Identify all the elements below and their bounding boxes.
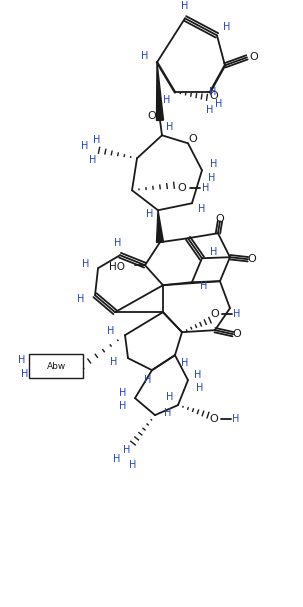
Text: H: H — [206, 105, 214, 115]
Text: H: H — [194, 370, 202, 380]
Text: H: H — [166, 122, 174, 132]
Text: H: H — [164, 408, 172, 418]
Text: O: O — [215, 214, 224, 224]
Text: H: H — [93, 135, 101, 145]
Text: H: H — [232, 414, 240, 424]
Text: H: H — [181, 1, 189, 12]
Text: HO: HO — [109, 262, 125, 272]
Text: H: H — [198, 204, 206, 214]
Text: H: H — [208, 173, 216, 183]
Polygon shape — [157, 210, 164, 242]
Text: H: H — [89, 155, 97, 165]
Text: H: H — [119, 388, 127, 398]
FancyBboxPatch shape — [29, 354, 83, 378]
Text: O: O — [210, 91, 218, 101]
Text: O: O — [248, 254, 256, 264]
Text: H: H — [77, 294, 85, 304]
Text: H: H — [166, 392, 174, 402]
Text: H: H — [200, 281, 208, 291]
Text: H: H — [215, 100, 223, 109]
Text: H: H — [113, 454, 121, 464]
Text: H: H — [196, 383, 204, 393]
Text: O: O — [188, 134, 197, 144]
Text: H: H — [18, 355, 26, 365]
Text: O: O — [233, 329, 241, 339]
Text: O: O — [178, 183, 186, 193]
Text: O: O — [148, 111, 156, 121]
Text: H: H — [110, 357, 118, 367]
Text: H: H — [202, 183, 210, 193]
Text: H: H — [210, 247, 218, 257]
Text: H: H — [22, 369, 29, 379]
Text: O: O — [250, 52, 258, 63]
Text: H: H — [107, 326, 115, 336]
Text: H: H — [81, 141, 89, 151]
Text: H: H — [114, 238, 122, 248]
Text: H: H — [223, 22, 231, 32]
Text: H: H — [163, 95, 171, 106]
Text: H: H — [119, 401, 127, 411]
Text: H: H — [209, 87, 217, 97]
Text: H: H — [210, 159, 218, 169]
Text: H: H — [141, 52, 149, 61]
Text: H: H — [233, 309, 241, 319]
Text: H: H — [82, 259, 90, 270]
Polygon shape — [157, 63, 164, 120]
Text: H: H — [123, 445, 131, 455]
Text: H: H — [144, 375, 152, 385]
Text: H: H — [129, 460, 137, 470]
Text: H: H — [181, 358, 189, 368]
Text: Abw: Abw — [46, 362, 66, 371]
Text: O: O — [211, 309, 219, 319]
Text: H: H — [146, 209, 154, 219]
Text: O: O — [210, 414, 218, 424]
